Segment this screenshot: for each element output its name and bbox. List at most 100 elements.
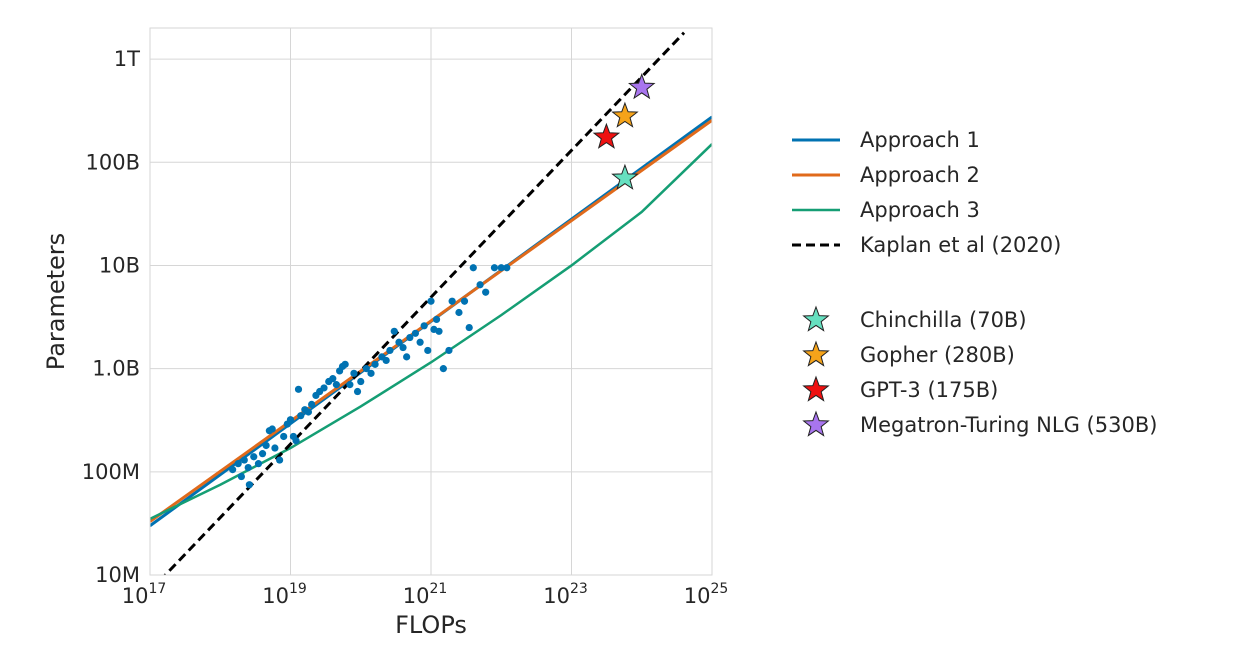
scatter-point <box>439 365 447 373</box>
x-tick-label: 1023 <box>543 581 588 608</box>
x-tick-label: 1021 <box>403 581 448 608</box>
scatter-point <box>332 381 340 389</box>
scatter-point <box>455 308 463 317</box>
legend-swatch-star <box>802 305 830 332</box>
y-tick-label: 10B <box>99 253 140 277</box>
series-line <box>150 143 712 520</box>
scatter-point <box>258 450 267 458</box>
model-star <box>628 73 656 100</box>
scatter-point <box>497 264 505 272</box>
scatter-point <box>476 281 484 289</box>
scatter-point <box>362 365 370 373</box>
scatter-point <box>271 444 279 452</box>
scatter-point <box>297 412 305 420</box>
legend-swatch-star <box>802 340 830 367</box>
scatter-point <box>229 466 237 474</box>
legend-swatch-star <box>802 410 830 437</box>
scatter-point <box>250 453 258 461</box>
scatter-point <box>435 327 443 335</box>
scatter-point <box>234 460 242 468</box>
scatter-point <box>308 400 316 409</box>
legend-swatch-star <box>802 375 830 402</box>
y-axis-label: Parameters <box>42 233 70 370</box>
y-tick-label: 1.0B <box>92 357 140 381</box>
scatter-point <box>254 460 263 468</box>
scatter-point <box>294 385 303 393</box>
axes <box>149 27 713 576</box>
scatter-point <box>390 327 398 335</box>
scatter-point <box>262 441 270 450</box>
x-tick-label: 1017 <box>122 581 167 608</box>
scatter-point <box>244 463 252 472</box>
y-tick-label: 1T <box>114 47 140 71</box>
x-tick-label: 1025 <box>684 581 729 608</box>
x-tick-exponent: 21 <box>429 581 447 597</box>
scatter-point <box>329 375 337 383</box>
scatter-point <box>399 343 407 352</box>
scatter-point <box>286 416 295 424</box>
x-tick-exponent: 17 <box>148 581 166 597</box>
y-tick-label: 100M <box>82 460 140 484</box>
series-line <box>163 31 686 575</box>
plot-frame <box>149 27 713 576</box>
x-tick-exponent: 25 <box>710 581 728 597</box>
legend-label: Kaplan et al (2020) <box>860 233 1061 257</box>
scatter-point <box>445 346 453 355</box>
x-axis-label: FLOPs <box>395 611 467 639</box>
legend-label: GPT-3 (175B) <box>860 378 998 402</box>
scatter-point <box>465 323 473 332</box>
x-tick-exponent: 23 <box>570 581 588 597</box>
scatter-point <box>367 369 375 377</box>
scatter-point <box>382 356 390 365</box>
y-tick-label: 10M <box>95 563 140 587</box>
scatter-point <box>420 322 428 330</box>
scatter-point <box>353 387 362 396</box>
y-tick-label: 100B <box>86 150 141 174</box>
x-tick-base: 10 <box>684 584 711 608</box>
scatter-point <box>503 264 511 272</box>
model-star <box>592 122 621 149</box>
legend-label: Megatron-Turing NLG (530B) <box>860 413 1157 437</box>
x-tick-exponent: 19 <box>289 581 307 597</box>
scatter-point <box>432 315 441 323</box>
scatter-point <box>469 264 477 272</box>
scatter-point <box>280 432 288 441</box>
x-tick-base: 10 <box>262 584 289 608</box>
scatter-point <box>341 360 349 368</box>
scatter-point <box>482 288 490 296</box>
scatter-point <box>395 338 403 346</box>
scatter-point <box>304 408 313 416</box>
legend-label: Approach 3 <box>860 198 980 222</box>
legend-label: Gopher (280B) <box>860 343 1015 367</box>
scatter-point <box>292 437 300 445</box>
scatter-point <box>427 297 435 305</box>
scatter-point <box>240 456 248 464</box>
model-star <box>611 163 639 190</box>
scatter-point <box>245 481 254 489</box>
scatter-point <box>490 264 499 272</box>
legend-label: Chinchilla (70B) <box>860 308 1027 332</box>
scatter-point <box>424 346 432 355</box>
model-markers <box>592 73 656 190</box>
legend-label: Approach 1 <box>860 128 980 152</box>
legend: Approach 1 Approach 2 Approach 3 Kaplan et … <box>792 128 1157 437</box>
scatter-point <box>346 381 354 389</box>
scatter-point <box>416 338 424 346</box>
scatter-point <box>460 297 469 305</box>
scatter-point <box>411 329 420 337</box>
x-tick-base: 10 <box>543 584 570 608</box>
scatter-point <box>350 369 358 377</box>
scatter-point <box>320 384 328 392</box>
model-star <box>611 101 639 128</box>
scatter-point <box>268 425 276 433</box>
scatter-layer <box>229 264 511 489</box>
x-tick-label: 1019 <box>262 581 307 608</box>
legend-label: Approach 2 <box>860 163 980 187</box>
x-tick-base: 10 <box>403 584 430 608</box>
scatter-point <box>386 346 394 355</box>
scatter-point <box>276 456 284 464</box>
scatter-point <box>406 333 414 342</box>
scatter-point <box>237 472 245 481</box>
